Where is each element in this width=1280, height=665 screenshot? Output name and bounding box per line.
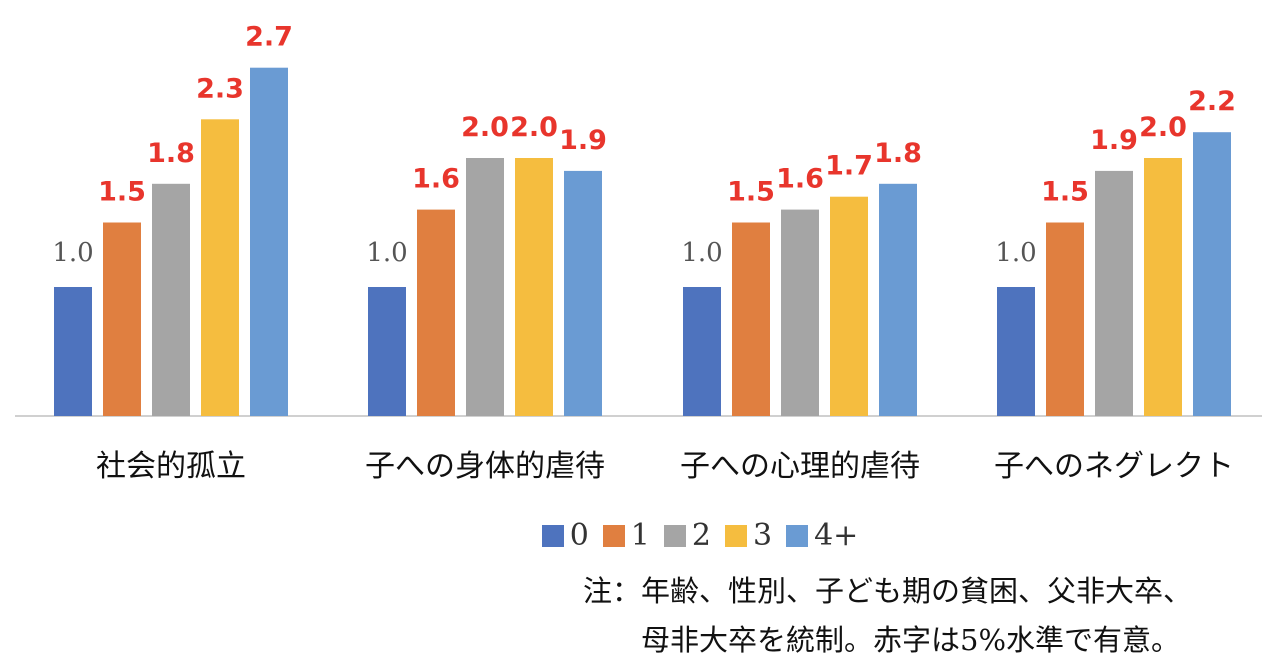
bar xyxy=(515,158,553,416)
bar xyxy=(781,209,819,416)
legend-swatch xyxy=(602,524,625,547)
legend-item: 3 xyxy=(724,518,773,553)
data-label: 1.0 xyxy=(681,238,722,268)
bar xyxy=(879,183,917,416)
data-label: 1.9 xyxy=(1090,125,1138,156)
data-label: 2.0 xyxy=(1139,112,1187,143)
data-label: 2.7 xyxy=(245,22,293,53)
bar xyxy=(1046,222,1084,416)
data-label: 1.0 xyxy=(366,238,407,268)
data-label: 2.0 xyxy=(510,112,558,143)
legend-label: 1 xyxy=(630,518,650,553)
bar xyxy=(1095,170,1133,416)
bar xyxy=(1193,132,1231,416)
data-label: 2.3 xyxy=(196,73,244,104)
legend-swatch xyxy=(663,524,686,547)
category-label: 子への身体的虐待 xyxy=(365,449,605,484)
legend-item: 4+ xyxy=(786,518,858,553)
bar xyxy=(152,183,190,416)
data-label: 2.2 xyxy=(1188,86,1236,117)
bar xyxy=(201,119,239,417)
data-label: 1.5 xyxy=(1041,177,1089,208)
bar xyxy=(466,158,504,416)
category-label: 社会的孤立 xyxy=(96,449,246,484)
data-label: 1.8 xyxy=(147,138,195,169)
bar xyxy=(830,196,868,416)
legend-item: 0 xyxy=(541,518,589,553)
chart-note-line-2: 母非大卒を統制。赤字は5%水準で有意。 xyxy=(641,623,1181,657)
bar xyxy=(683,287,721,416)
category-label: 子への心理的虐待 xyxy=(680,449,920,484)
data-label: 1.8 xyxy=(874,138,922,169)
legend-label: 4+ xyxy=(814,518,859,553)
data-label: 1.9 xyxy=(559,125,607,156)
data-label: 1.6 xyxy=(776,164,824,195)
bar xyxy=(417,209,455,416)
legend-label: 0 xyxy=(569,518,589,553)
data-label: 1.0 xyxy=(995,238,1036,268)
bar xyxy=(368,287,406,416)
legend-label: 3 xyxy=(752,518,773,553)
bar xyxy=(1144,158,1182,416)
category-label: 子へのネグレクト xyxy=(994,449,1234,484)
data-label: 2.0 xyxy=(461,112,509,143)
data-label: 1.5 xyxy=(727,177,775,208)
data-label: 1.6 xyxy=(412,164,460,195)
bar xyxy=(564,170,602,416)
data-label: 1.7 xyxy=(825,151,873,182)
legend-swatch xyxy=(541,524,564,547)
chart-note-line-1: 注：年齢、性別、子ども期の貧困、父非大卒、 xyxy=(583,574,1193,608)
legend: 0 1 2 3 4+ xyxy=(0,518,1280,553)
bar xyxy=(997,287,1035,416)
data-label: 1.5 xyxy=(98,177,146,208)
bar xyxy=(250,67,288,416)
bar xyxy=(732,222,770,416)
bar xyxy=(54,287,92,416)
legend-swatch xyxy=(786,524,809,547)
data-label: 1.0 xyxy=(52,238,93,268)
bar xyxy=(103,222,141,416)
legend-item: 2 xyxy=(663,518,711,553)
legend-swatch xyxy=(724,524,747,547)
legend-label: 2 xyxy=(691,518,711,553)
legend-item: 1 xyxy=(602,518,650,553)
